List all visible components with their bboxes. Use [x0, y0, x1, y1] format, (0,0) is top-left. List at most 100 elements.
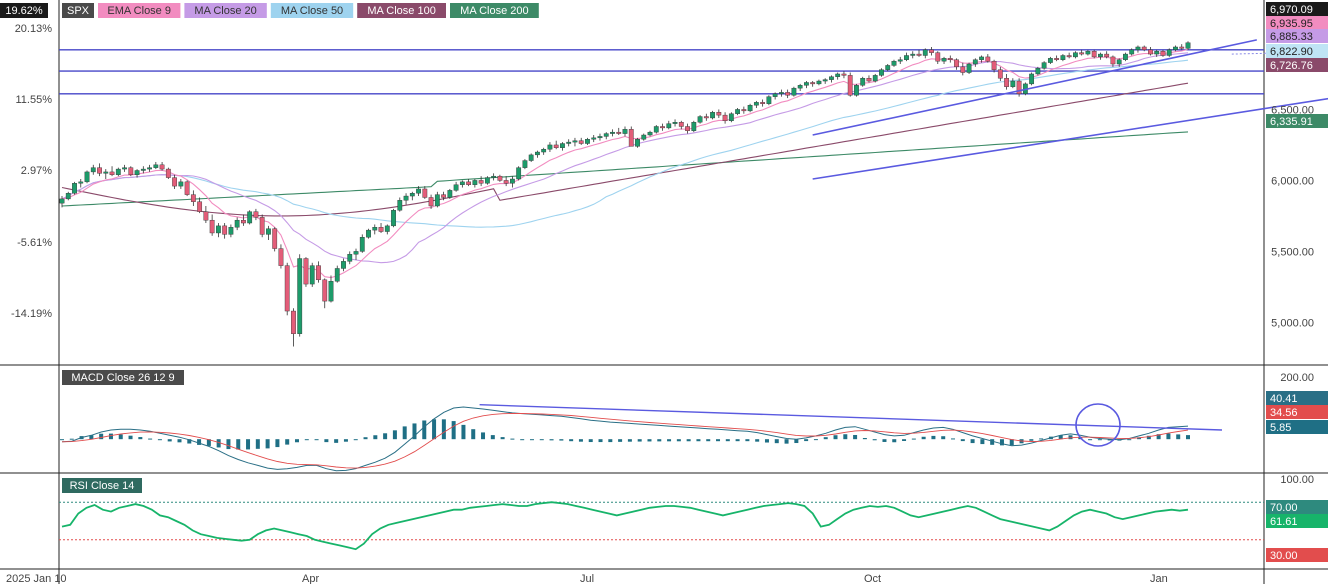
macd-histogram-bar [588, 439, 593, 443]
candle-body [772, 93, 778, 97]
candle [497, 174, 503, 182]
candle-body [197, 201, 203, 212]
candle [528, 153, 534, 162]
left-tick-label: -14.19% [11, 308, 52, 320]
candle-body [578, 140, 584, 144]
candle-body [328, 281, 334, 302]
candle-body [597, 136, 603, 139]
candle-body [397, 200, 403, 211]
macd-histogram-bar [559, 439, 564, 441]
macd-histogram-bar [980, 439, 985, 445]
macd-histogram-bar [833, 435, 838, 440]
macd-histogram-bar [764, 439, 769, 443]
candle [910, 51, 916, 59]
left-tick-label: 20.13% [15, 23, 53, 35]
symbol-badge[interactable]: SPX [62, 3, 94, 18]
candle-body [510, 178, 515, 184]
candle [447, 188, 453, 199]
candle-body [1004, 78, 1009, 87]
macd-histogram-bar [774, 439, 779, 444]
macd-histogram-bar [999, 439, 1004, 446]
candle-body [1135, 46, 1141, 51]
right-tick-label: 6,500.00 [1271, 104, 1314, 116]
rsi-badge[interactable]: RSI Close 14 [62, 478, 142, 493]
candle [297, 254, 303, 337]
candle [1091, 49, 1097, 59]
candle [741, 106, 747, 114]
macd-histogram-bar [951, 438, 956, 440]
candle-body [115, 168, 121, 175]
candle [810, 81, 816, 87]
candle [922, 48, 928, 59]
candle [785, 89, 791, 99]
candle-body [316, 265, 321, 281]
candle-body [541, 148, 547, 153]
candle [1060, 54, 1066, 62]
macd-histogram-bar [1166, 433, 1171, 440]
candle-body [710, 112, 715, 119]
macd-histogram-bar [578, 439, 583, 442]
candle-body [922, 49, 928, 56]
macd-histogram-bar [569, 439, 574, 442]
x-tick-label: Jul [580, 573, 594, 584]
rsi-overbought-value-text: 70.00 [1270, 502, 1298, 514]
macd-histogram-bar [294, 439, 299, 443]
candle-body [941, 58, 947, 62]
macd-histogram-bar [226, 439, 231, 450]
macd-hist-value-text: 5.85 [1270, 422, 1291, 434]
macd-histogram-bar [471, 429, 476, 440]
candle [1166, 48, 1172, 57]
candle [128, 166, 134, 177]
candle-body [685, 126, 690, 131]
candle [760, 99, 766, 107]
candle-body [72, 183, 77, 194]
candle [966, 62, 972, 74]
candle-body [979, 56, 984, 60]
candle-body [522, 160, 528, 168]
candle-body [929, 49, 934, 53]
macd-histogram-bar [206, 439, 211, 446]
candle-body [572, 140, 578, 143]
candle [203, 205, 209, 224]
macd-histogram-bar [216, 439, 221, 448]
candle [641, 133, 647, 141]
candle-body [247, 211, 253, 224]
candle-body [535, 151, 540, 156]
legend-item [270, 3, 354, 18]
candle [947, 55, 953, 63]
candle-body [1060, 55, 1066, 60]
candle [879, 68, 884, 77]
candle [403, 193, 409, 205]
candle-body [816, 80, 822, 85]
macd-histogram-bar [304, 439, 309, 441]
candle [703, 113, 709, 121]
candle [441, 191, 446, 201]
macd-histogram-bar [236, 439, 241, 450]
macd-histogram-bar [197, 439, 202, 445]
candle [1148, 46, 1153, 56]
macd-badge[interactable]: MACD Close 26 12 9 [62, 370, 184, 385]
candle [184, 180, 190, 197]
candle-body [728, 113, 734, 122]
candle [960, 62, 966, 76]
candle-body [1148, 49, 1153, 55]
macd-histogram-bar [1088, 439, 1093, 441]
candle [916, 49, 922, 57]
macd-histogram-bar [255, 439, 260, 449]
candle-body [866, 78, 872, 82]
candle-body [1166, 49, 1172, 56]
candle-body [691, 122, 697, 131]
candle-body [935, 52, 941, 62]
macd-histogram-bar [696, 439, 701, 442]
candle [234, 217, 240, 231]
candle-body [991, 60, 997, 70]
candle-body [341, 261, 346, 269]
candle-body [1179, 46, 1185, 49]
candle-body [178, 181, 184, 187]
macd-histogram-bar [490, 435, 495, 440]
candle-body [203, 211, 209, 221]
candle [1179, 44, 1185, 50]
candle [991, 59, 997, 73]
macd-histogram-bar [392, 430, 397, 440]
legend-item [98, 3, 181, 18]
